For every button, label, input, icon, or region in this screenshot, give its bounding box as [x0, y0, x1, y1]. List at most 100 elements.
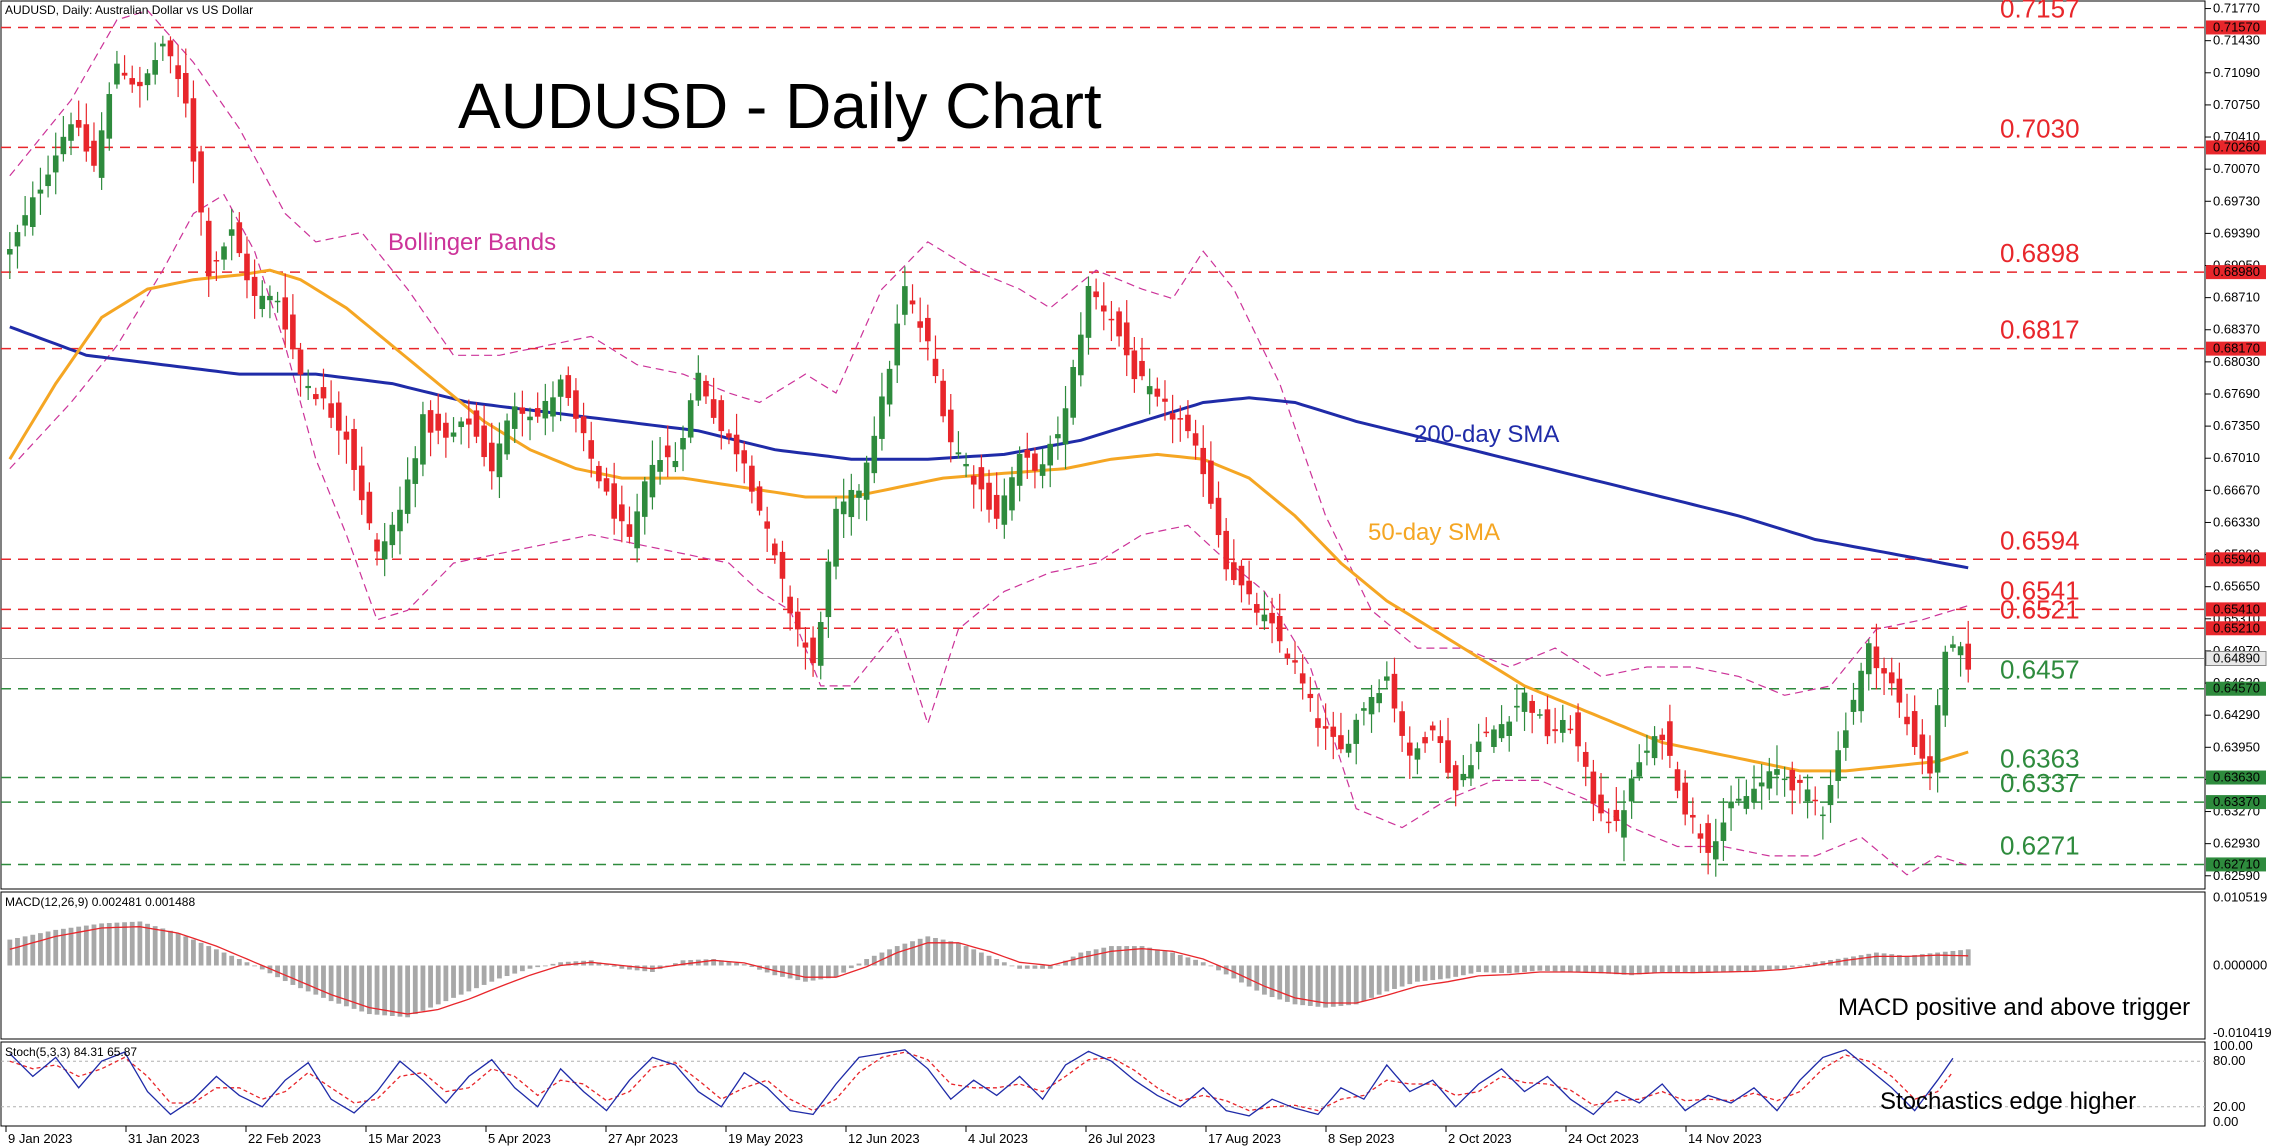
candle-body	[1391, 673, 1398, 709]
candle-body	[1085, 285, 1092, 338]
candle-body	[68, 124, 74, 141]
macd-histogram-bar	[971, 949, 977, 966]
candle-body	[91, 140, 97, 166]
candle-body	[1284, 653, 1291, 659]
macd-histogram-bar	[122, 922, 127, 966]
candle-body	[1628, 778, 1635, 802]
candle-body	[1238, 565, 1245, 586]
candle-body	[29, 197, 36, 227]
candle-body	[664, 445, 671, 458]
macd-histogram-bar	[887, 949, 892, 966]
macd-histogram-bar	[1644, 965, 1650, 974]
level-label: 0.7030	[2000, 113, 2080, 143]
stoch-tick-label: 100.00	[2213, 1038, 2253, 1053]
stoch-annotation: Stochastics edge higher	[1880, 1088, 2136, 1115]
macd-histogram-bar	[1277, 965, 1283, 1000]
candle-body	[1514, 705, 1520, 708]
candle-body	[129, 78, 136, 85]
macd-histogram-bar	[1491, 965, 1497, 973]
macd-histogram-bar	[1851, 956, 1856, 966]
macd-histogram-bar	[1529, 965, 1535, 972]
macd-histogram-bar	[1185, 957, 1191, 966]
macd-histogram-bar	[1889, 954, 1895, 966]
macd-histogram-bar	[1254, 965, 1260, 991]
candle-body	[1582, 751, 1589, 767]
bollinger-annotation: Bollinger Bands	[388, 229, 556, 256]
candle-body	[198, 151, 204, 213]
macd-histogram-bar	[1935, 952, 1941, 966]
macd-histogram-bar	[1468, 965, 1474, 974]
stoch-title: Stoch(5,3,3) 84.31 65.87	[5, 1045, 137, 1059]
price-tick-label: 0.62590	[2213, 868, 2260, 883]
macd-tick-label: 0.010519	[2213, 889, 2267, 904]
candle-body	[1307, 693, 1314, 699]
macd-histogram-bar	[1675, 965, 1680, 973]
macd-histogram-bar	[1330, 965, 1336, 1007]
macd-histogram-bar	[619, 965, 625, 969]
candle-body	[488, 442, 495, 472]
level-axis-label: 0.65410	[2213, 601, 2260, 616]
candle-body	[313, 394, 319, 400]
level-axis-tag	[2206, 681, 2266, 696]
level-axis-label: 0.62710	[2213, 856, 2260, 871]
macd-histogram-bar	[405, 965, 411, 1018]
macd-histogram-bar	[1721, 965, 1726, 972]
candle-body	[871, 435, 878, 474]
candle-body	[1116, 311, 1122, 337]
macd-histogram-bar	[1629, 965, 1635, 976]
candle-body	[267, 295, 273, 301]
candle-body	[1437, 736, 1444, 744]
macd-histogram-bar	[474, 965, 479, 989]
macd-histogram-bar	[1698, 965, 1703, 973]
candle-body	[389, 524, 396, 546]
macd-histogram-bar	[1170, 952, 1176, 966]
chart-title: AUDUSD - Daily Chart	[458, 70, 1102, 142]
candle-body	[1223, 530, 1229, 570]
macd-histogram-bar	[1437, 965, 1443, 980]
bollinger-upper-line	[9, 9, 1969, 696]
macd-histogram-bar	[290, 965, 296, 985]
candle-body	[511, 406, 518, 429]
candle-body	[358, 465, 365, 501]
stoch-tick-label: 80.00	[2213, 1053, 2246, 1068]
candle-body	[856, 490, 862, 498]
level-axis-tag	[2206, 265, 2266, 280]
macd-histogram-bar	[366, 965, 372, 1015]
candle-body	[657, 460, 663, 472]
macd-histogram-bar	[1843, 957, 1849, 966]
price-tick-label: 0.69730	[2213, 193, 2260, 208]
price-tick-label: 0.66670	[2213, 482, 2260, 497]
macd-histogram-bar	[994, 959, 1000, 966]
level-axis-label: 0.63370	[2213, 794, 2260, 809]
candle-body	[833, 508, 839, 567]
macd-histogram-bar	[466, 965, 472, 992]
macd-histogram-bar	[68, 927, 74, 966]
level-axis-label: 0.64570	[2213, 681, 2260, 696]
macd-histogram-bar	[1782, 965, 1788, 969]
candle-body	[351, 428, 357, 470]
candle-body	[1154, 388, 1161, 397]
macd-histogram-bar	[443, 965, 449, 1002]
candle-body	[1253, 604, 1260, 613]
macd-histogram-bar	[741, 964, 747, 966]
macd-histogram-bar	[1575, 965, 1581, 973]
candle-body	[879, 396, 885, 439]
macd-histogram-bar	[458, 965, 464, 995]
candle-body	[1781, 778, 1788, 781]
candle-body	[1651, 736, 1658, 759]
macd-histogram-bar	[1950, 950, 1956, 966]
candle-body	[1078, 334, 1084, 376]
candle-body	[1315, 718, 1321, 728]
price-tick-label: 0.71090	[2213, 65, 2260, 80]
candle-body	[1215, 497, 1222, 536]
candle-body	[1468, 765, 1474, 779]
candle-body	[1062, 408, 1069, 445]
candle-body	[1919, 734, 1926, 759]
macd-histogram-bar	[1537, 965, 1543, 971]
macd-histogram-bar	[15, 937, 20, 966]
macd-histogram-bar	[298, 965, 303, 989]
candle-body	[228, 229, 235, 236]
macd-histogram-bar	[672, 963, 678, 966]
macd-histogram-bar	[795, 965, 801, 981]
